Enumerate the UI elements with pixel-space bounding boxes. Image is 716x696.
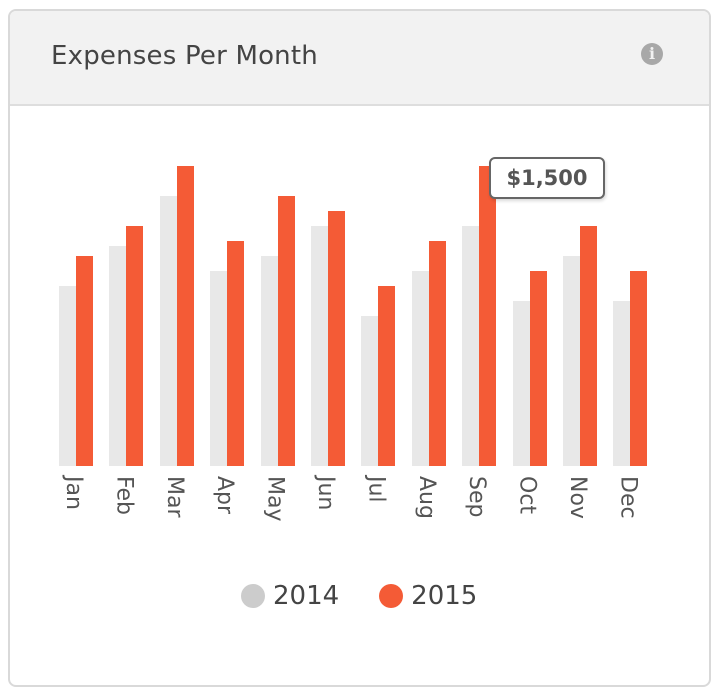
bar-2014-mar[interactable] (159, 196, 177, 466)
bar-2014-sep[interactable] (462, 226, 480, 466)
bar-2015-mar[interactable] (176, 166, 194, 466)
bar-2015-sep[interactable] (479, 166, 497, 466)
bar-2014-jun[interactable] (311, 226, 328, 466)
bar-2015-oct[interactable] (529, 271, 547, 466)
x-axis-label: Aug (413, 476, 439, 519)
bar-2014-aug[interactable] (411, 271, 429, 466)
bar-2014-jul[interactable] (361, 316, 379, 466)
bar-2014-feb[interactable] (109, 246, 127, 466)
bar-2014-apr[interactable] (210, 271, 228, 466)
legend-label: 2014 (273, 581, 340, 611)
legend-dot-icon (379, 584, 404, 608)
bar-2014-nov[interactable] (563, 256, 580, 466)
x-axis-label: May (262, 476, 288, 522)
legend-dot-icon (241, 584, 265, 608)
bar-2015-jan[interactable] (76, 256, 93, 466)
x-axis-label: Mar (161, 476, 187, 518)
legend-item-2015[interactable]: 2015 (379, 581, 477, 611)
info-icon[interactable]: i (641, 43, 663, 65)
x-axis-label: Sep (464, 476, 490, 518)
card-header: Expenses Per Month i (10, 11, 709, 106)
bar-2015-jul[interactable] (378, 286, 396, 466)
bar-2015-may[interactable] (277, 196, 295, 466)
x-axis-label: Jan (61, 476, 86, 510)
bar-2015-dec[interactable] (630, 271, 648, 466)
bar-2015-feb[interactable] (126, 226, 144, 466)
x-axis-label: Feb (111, 476, 137, 515)
bar-2015-nov[interactable] (580, 226, 597, 466)
bar-2014-dec[interactable] (613, 301, 631, 466)
chart-legend: 2014 2015 (241, 581, 517, 611)
legend-label: 2015 (411, 581, 478, 611)
card-title: Expenses Per Month (51, 41, 318, 71)
x-axis-label: Dec (615, 476, 641, 519)
bar-2015-aug[interactable] (428, 241, 446, 466)
x-axis-label: Nov (565, 476, 590, 519)
bar-2015-jun[interactable] (328, 211, 345, 466)
value-tooltip: $1,500 (489, 157, 605, 199)
bar-2014-jan[interactable] (59, 286, 76, 466)
bar-2014-oct[interactable] (512, 301, 530, 466)
x-axis-label: Apr (212, 476, 238, 515)
x-axis-label: Jul (363, 476, 389, 503)
bar-2014-may[interactable] (260, 256, 278, 466)
x-axis-label: Oct (514, 476, 540, 515)
legend-item-2014[interactable]: 2014 (241, 581, 339, 611)
x-axis-label: Jun (313, 476, 338, 511)
bar-2015-apr[interactable] (227, 241, 245, 466)
